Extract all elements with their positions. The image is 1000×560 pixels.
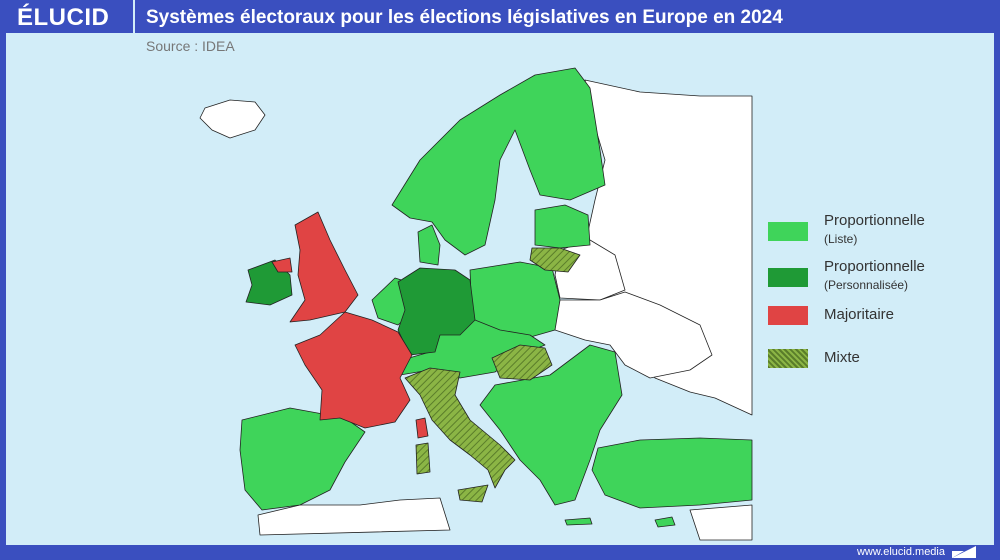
- denmark: [417, 224, 441, 266]
- legend-sublabel: (Personnalisée): [824, 278, 909, 292]
- legend-swatch: [768, 222, 808, 241]
- corsica: [415, 417, 429, 439]
- legend-label: Proportionnelle: [824, 212, 925, 229]
- northern-ireland: [271, 257, 293, 273]
- iceland: [199, 99, 266, 139]
- legend-label: Majoritaire: [824, 306, 895, 323]
- lithuania: [529, 247, 581, 273]
- cyprus: [654, 516, 676, 528]
- united-kingdom: [289, 211, 359, 323]
- map-canvas: [6, 33, 994, 545]
- middle-east: [689, 504, 753, 541]
- italy: [404, 367, 516, 489]
- sicily: [457, 484, 489, 503]
- footer-url[interactable]: www.elucid.media: [856, 546, 945, 558]
- france: [294, 311, 413, 429]
- iberia: [239, 407, 366, 511]
- header-separator: [133, 0, 135, 33]
- north-africa: [257, 497, 451, 536]
- balkans-romania: [479, 344, 623, 506]
- legend-label: Mixte: [824, 349, 860, 366]
- baltics-north: [534, 204, 591, 249]
- legend-swatch: [768, 268, 808, 287]
- elucid-flag-icon: [952, 546, 976, 558]
- legend-swatch: [768, 306, 808, 325]
- header-logo: ÉLUCID: [17, 4, 110, 31]
- europe-map: [199, 67, 753, 541]
- legend-swatch: [768, 349, 808, 368]
- sardinia: [415, 442, 431, 475]
- crete: [564, 517, 593, 526]
- ukraine: [554, 291, 713, 379]
- legend-label: Proportionnelle: [824, 258, 925, 275]
- page-title: Systèmes électoraux pour les élections l…: [146, 7, 783, 28]
- legend-sublabel: (Liste): [824, 232, 858, 246]
- scandinavia: [391, 67, 606, 256]
- source-note: Source : IDEA: [146, 38, 235, 54]
- germany: [397, 267, 476, 356]
- turkey: [591, 437, 753, 509]
- hungary: [491, 344, 553, 381]
